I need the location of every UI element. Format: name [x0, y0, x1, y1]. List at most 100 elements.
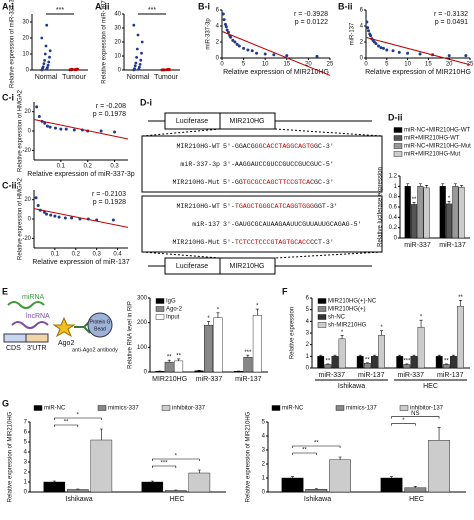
point — [242, 46, 246, 50]
significance: ** — [326, 358, 331, 364]
x-tick-label: miR-137 — [439, 242, 466, 249]
point — [447, 54, 451, 58]
x-tick-label: 5 — [385, 62, 389, 68]
sequence: 3'-GAUGCGCAUAAGAAUUCGUUAUUGCAGAG-5' — [223, 221, 362, 228]
significance: ** — [64, 420, 69, 426]
bar — [457, 305, 464, 369]
label: Bead — [94, 326, 106, 332]
error-bar — [52, 480, 56, 482]
sequence-part: 5'-GG — [223, 179, 243, 186]
y-tick-label: 0 — [306, 366, 310, 372]
y-axis-label: Relative expression — [290, 307, 296, 359]
bar — [458, 187, 465, 239]
error-bar — [76, 488, 80, 490]
bar — [67, 489, 89, 493]
bar — [411, 204, 418, 239]
y-axis-label: Relative expression of MIR210HG — [8, 411, 14, 502]
y-tick-label: 4 — [306, 319, 310, 325]
legend-swatch — [393, 151, 403, 157]
y-tick-label: 0.6 — [389, 205, 398, 211]
point — [226, 30, 230, 34]
error-bar — [372, 354, 376, 357]
sequence-part: GGT-3' — [314, 203, 338, 210]
stat: p = 0.0122 — [295, 19, 328, 26]
legend-swatch — [393, 143, 403, 149]
dot — [43, 52, 47, 56]
point — [379, 46, 383, 50]
legend-label: miR-NC+MIR210HG-WT — [404, 128, 471, 134]
y-tick-label: 3 — [24, 460, 28, 466]
x-tick-label: 10 — [404, 62, 411, 68]
point — [231, 38, 235, 42]
legend-swatch — [317, 298, 327, 304]
point — [37, 115, 41, 118]
dot — [133, 67, 136, 70]
significance: * — [175, 454, 178, 460]
error-bar — [216, 312, 220, 318]
y-tick-label: -20 — [22, 148, 31, 154]
x-tick-label: 25 — [467, 62, 474, 68]
utr-box — [25, 333, 49, 343]
y-tick-label: 0 — [118, 68, 122, 74]
x-tick-label: Normal — [127, 74, 150, 81]
bar — [243, 357, 253, 373]
y-tick-label: 0 — [28, 129, 32, 135]
point — [45, 212, 49, 216]
y-tick-label: 0 — [394, 236, 398, 242]
legend-label: miR+MIR210HG-WT — [404, 136, 460, 142]
error-bar — [425, 185, 429, 188]
error-bar — [358, 354, 362, 357]
point — [391, 49, 395, 53]
sequence-label: MIR210HG-WT — [176, 143, 220, 150]
point — [43, 121, 47, 125]
bracket — [292, 445, 341, 448]
error-bar — [437, 354, 441, 357]
point — [237, 44, 241, 48]
panel-label: F — [282, 286, 288, 296]
bracket — [152, 458, 200, 461]
significance: * — [207, 316, 210, 322]
sequence-box — [141, 135, 383, 193]
bar — [43, 481, 66, 493]
stat: p = 0.1928 — [93, 199, 126, 206]
point — [233, 40, 237, 44]
sequence: 5'-TCTCCTCCCGTAGTGCACCCCT-3' — [223, 239, 334, 246]
legend-label: miR+MIR210HG-Mut — [404, 152, 461, 158]
bar — [356, 356, 364, 369]
sequence: 5'-GGTGCGCCAGCTTCCGTCACGC-3' — [223, 179, 334, 186]
box-label: Luciferase — [176, 263, 208, 270]
sequence-part: GC-3' — [314, 143, 334, 150]
y-tick-label: -20 — [22, 236, 31, 242]
panel-label: D-i — [140, 97, 152, 107]
significance: ** — [314, 441, 319, 447]
significance: ** — [412, 197, 417, 203]
y-tick-label: 1 — [262, 476, 266, 482]
y-tick-label: 6 — [306, 296, 310, 302]
cds-box — [3, 333, 27, 343]
legend-swatch — [335, 405, 345, 411]
y-tick-label: 0 — [262, 490, 266, 496]
error-bar — [338, 456, 342, 460]
x-tick-label: 0.4 — [113, 252, 122, 258]
x-tick-label: 0.2 — [84, 164, 93, 170]
sequence-part: 5'- — [223, 239, 235, 246]
point — [224, 25, 228, 29]
bar — [378, 335, 385, 369]
y-tick-label: 6 — [360, 8, 364, 14]
legend-swatch — [317, 314, 327, 320]
significance: ** — [176, 354, 181, 360]
y-tick-label: 1 — [306, 354, 310, 360]
x-tick-label: 0 — [220, 62, 224, 68]
legend-swatch — [155, 314, 165, 320]
sequence-part: 3'-AAGGAUCCGUCCGUCCGUCGUC-5' — [223, 161, 334, 168]
error-bar — [167, 359, 171, 363]
dot — [76, 67, 79, 71]
x-tick-label: 0.3 — [92, 252, 101, 258]
dot — [46, 63, 50, 67]
y-tick-label: 100 — [137, 345, 148, 351]
bar — [305, 489, 328, 493]
significance: *** — [148, 7, 156, 14]
bar — [252, 315, 262, 373]
error-bar — [390, 476, 394, 478]
y-tick-label: 0 — [28, 217, 32, 223]
